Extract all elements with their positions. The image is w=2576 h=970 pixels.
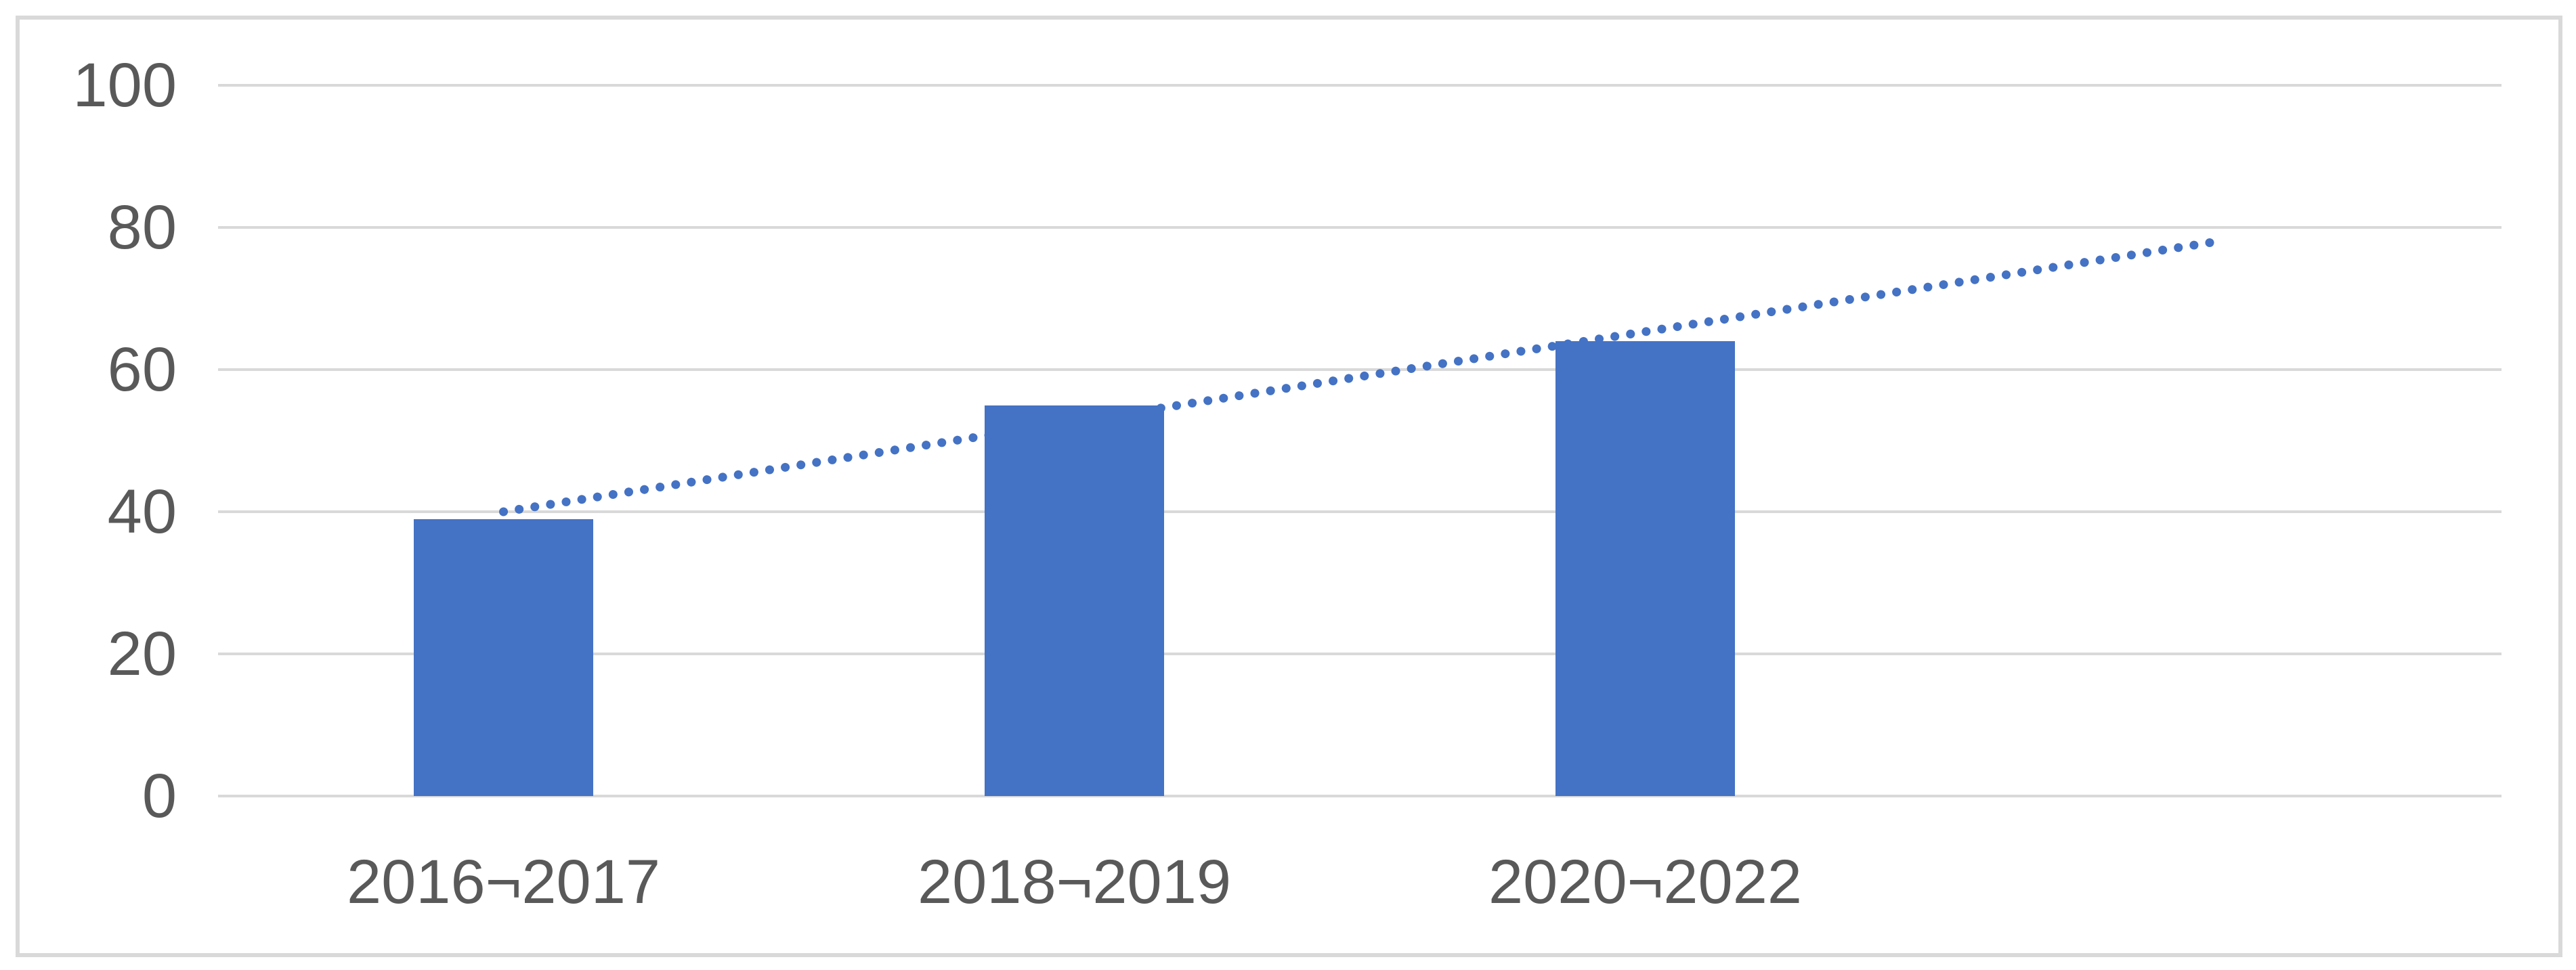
chart-frame: 0 20 40 60 80 100 2016¬2017 2018¬2019 2020¬2022 [16, 16, 2562, 957]
gridline-60 [218, 368, 2502, 371]
y-axis-tick-label-20: 20 [107, 619, 177, 688]
y-axis-tick-label-80: 80 [107, 193, 177, 262]
y-axis-tick-label-0: 0 [142, 762, 177, 831]
trendline-dotted [499, 237, 2220, 516]
gridline-40 [218, 510, 2502, 513]
gridline-20 [218, 653, 2502, 655]
y-axis-tick-label-40: 40 [107, 477, 177, 546]
bar-2016-2017 [414, 519, 593, 796]
x-axis-category-label-2: 2018¬2019 [917, 847, 1232, 917]
bar-2018-2019 [985, 405, 1164, 796]
x-axis-category-label-3: 2020¬2022 [1488, 847, 1803, 917]
x-axis-category-label-1: 2016¬2017 [346, 847, 661, 917]
y-axis-tick-label-100: 100 [72, 51, 177, 120]
bar-2020-2022 [1555, 341, 1735, 796]
gridline-100 [218, 84, 2502, 87]
gridline-80 [218, 226, 2502, 229]
gridline-0 [218, 795, 2502, 797]
y-axis-tick-label-60: 60 [107, 335, 177, 404]
